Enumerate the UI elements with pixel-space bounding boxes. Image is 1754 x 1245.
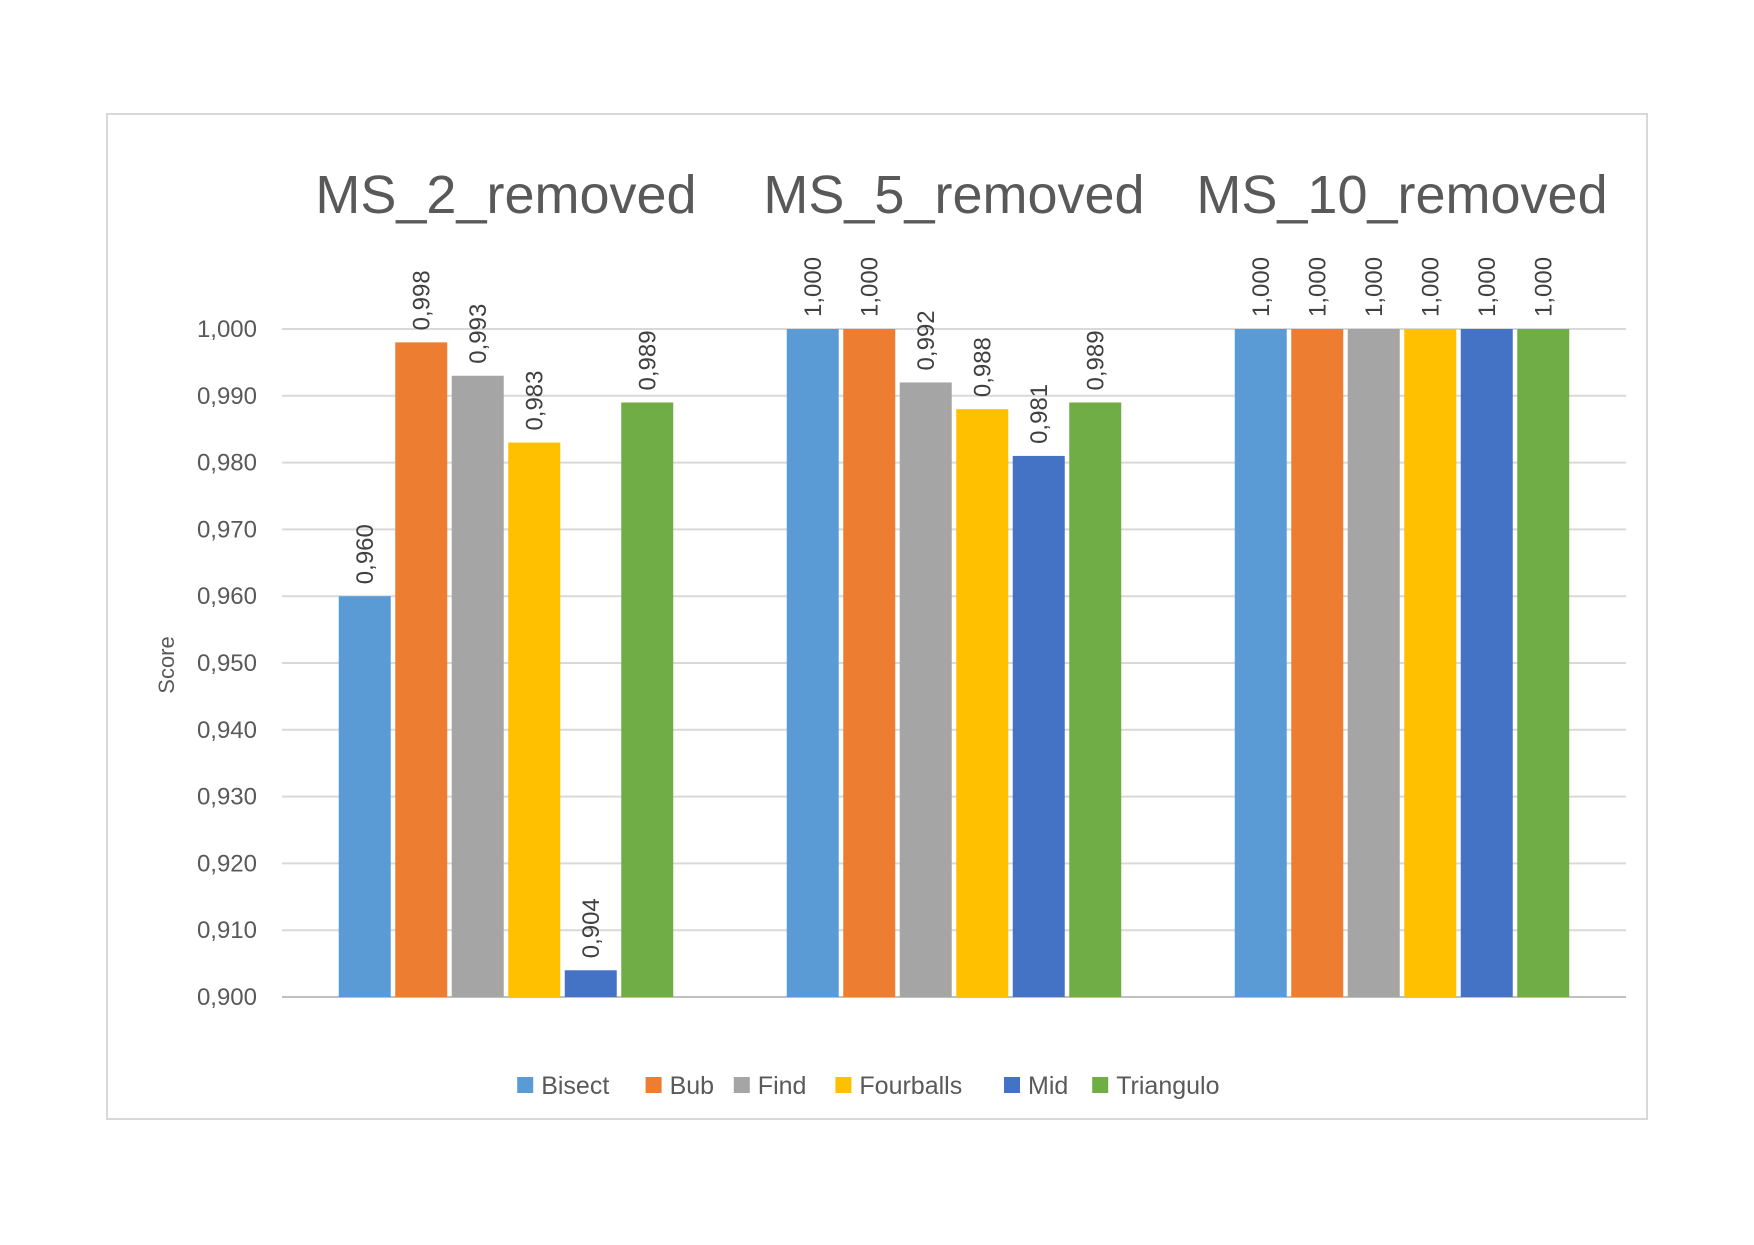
bar-triangulo bbox=[1069, 402, 1122, 998]
legend-swatch-triangulo bbox=[1092, 1077, 1109, 1093]
y-tick-label: 0,900 bbox=[197, 984, 257, 1011]
bar-mid bbox=[564, 970, 617, 997]
data-label: 0,993 bbox=[465, 304, 492, 364]
bar-fourballs bbox=[508, 442, 561, 997]
data-label: 0,992 bbox=[913, 310, 940, 370]
data-label: 1,000 bbox=[1304, 257, 1331, 317]
bar-bisect bbox=[338, 596, 391, 997]
bars bbox=[338, 329, 1570, 998]
data-label: 1,000 bbox=[856, 257, 883, 317]
legend-swatch-bub bbox=[645, 1077, 662, 1093]
y-tick-label: 0,930 bbox=[197, 784, 257, 811]
y-tick-label: 1,000 bbox=[197, 316, 257, 343]
legend-label-bisect: Bisect bbox=[541, 1072, 609, 1100]
bar-find bbox=[451, 375, 504, 997]
bar-triangulo bbox=[1517, 329, 1570, 997]
data-label: 0,988 bbox=[969, 337, 996, 397]
data-label: 1,000 bbox=[1474, 257, 1501, 317]
data-label: 0,998 bbox=[408, 270, 435, 330]
data-label: 0,989 bbox=[634, 330, 661, 390]
y-tick-label: 0,940 bbox=[197, 717, 257, 744]
bar-bub bbox=[843, 329, 896, 997]
legend-swatch-find bbox=[733, 1077, 750, 1093]
data-label: 1,000 bbox=[1248, 257, 1275, 317]
bar-fourballs bbox=[1404, 329, 1457, 997]
bar-bisect bbox=[1234, 329, 1287, 997]
data-label: 0,960 bbox=[352, 524, 379, 584]
data-label: 0,983 bbox=[521, 370, 548, 430]
category-titles: MS_2_removed MS_5_removed MS_10_removed bbox=[315, 165, 1607, 225]
legend-swatch-bisect bbox=[517, 1077, 534, 1093]
y-axis-ticks: 0,900 0,910 0,920 0,930 0,940 0,950 0,960 0,970… bbox=[197, 316, 257, 1011]
category-title-ms-2-removed: MS_2_removed bbox=[315, 165, 696, 225]
legend: Bisect Bub Find Fourballs Mid Triangulo bbox=[517, 1072, 1219, 1100]
data-labels: 0,960 0,998 0,993 0,983 0,904 0,989 1,000 1,000… bbox=[352, 257, 1558, 958]
y-tick-label: 0,910 bbox=[197, 917, 257, 944]
y-axis-label: Score bbox=[154, 636, 179, 693]
category-title-ms-5-removed: MS_5_removed bbox=[763, 165, 1144, 225]
legend-label-fourballs: Fourballs bbox=[859, 1072, 962, 1100]
y-tick-label: 0,980 bbox=[197, 450, 257, 477]
data-label: 0,904 bbox=[578, 898, 605, 958]
data-label: 1,000 bbox=[1530, 257, 1557, 317]
data-label: 1,000 bbox=[1361, 257, 1388, 317]
bar-find bbox=[1347, 329, 1400, 997]
bar-mid bbox=[1460, 329, 1513, 997]
data-label: 0,981 bbox=[1026, 384, 1053, 444]
bar-bisect bbox=[786, 329, 839, 997]
bar-mid bbox=[1012, 455, 1065, 997]
bar-triangulo bbox=[621, 402, 674, 998]
bar-bub bbox=[395, 342, 448, 997]
legend-swatch-fourballs bbox=[835, 1077, 852, 1093]
legend-label-bub: Bub bbox=[670, 1072, 714, 1100]
bar-find bbox=[899, 382, 952, 997]
data-label: 1,000 bbox=[800, 257, 827, 317]
legend-swatch-mid bbox=[1004, 1077, 1020, 1093]
y-tick-label: 0,920 bbox=[197, 850, 257, 877]
bar-bub bbox=[1291, 329, 1344, 997]
y-tick-label: 0,990 bbox=[197, 383, 257, 410]
legend-label-find: Find bbox=[758, 1072, 807, 1100]
legend-label-triangulo: Triangulo bbox=[1116, 1072, 1219, 1100]
category-title-ms-10-removed: MS_10_removed bbox=[1196, 165, 1607, 225]
data-label: 1,000 bbox=[1417, 257, 1444, 317]
y-tick-label: 0,970 bbox=[197, 516, 257, 543]
y-tick-label: 0,960 bbox=[197, 583, 257, 610]
bar-fourballs bbox=[956, 409, 1009, 997]
legend-label-mid: Mid bbox=[1028, 1072, 1068, 1100]
gridlines bbox=[282, 328, 1626, 998]
y-tick-label: 0,950 bbox=[197, 650, 257, 677]
data-label: 0,989 bbox=[1082, 330, 1109, 390]
